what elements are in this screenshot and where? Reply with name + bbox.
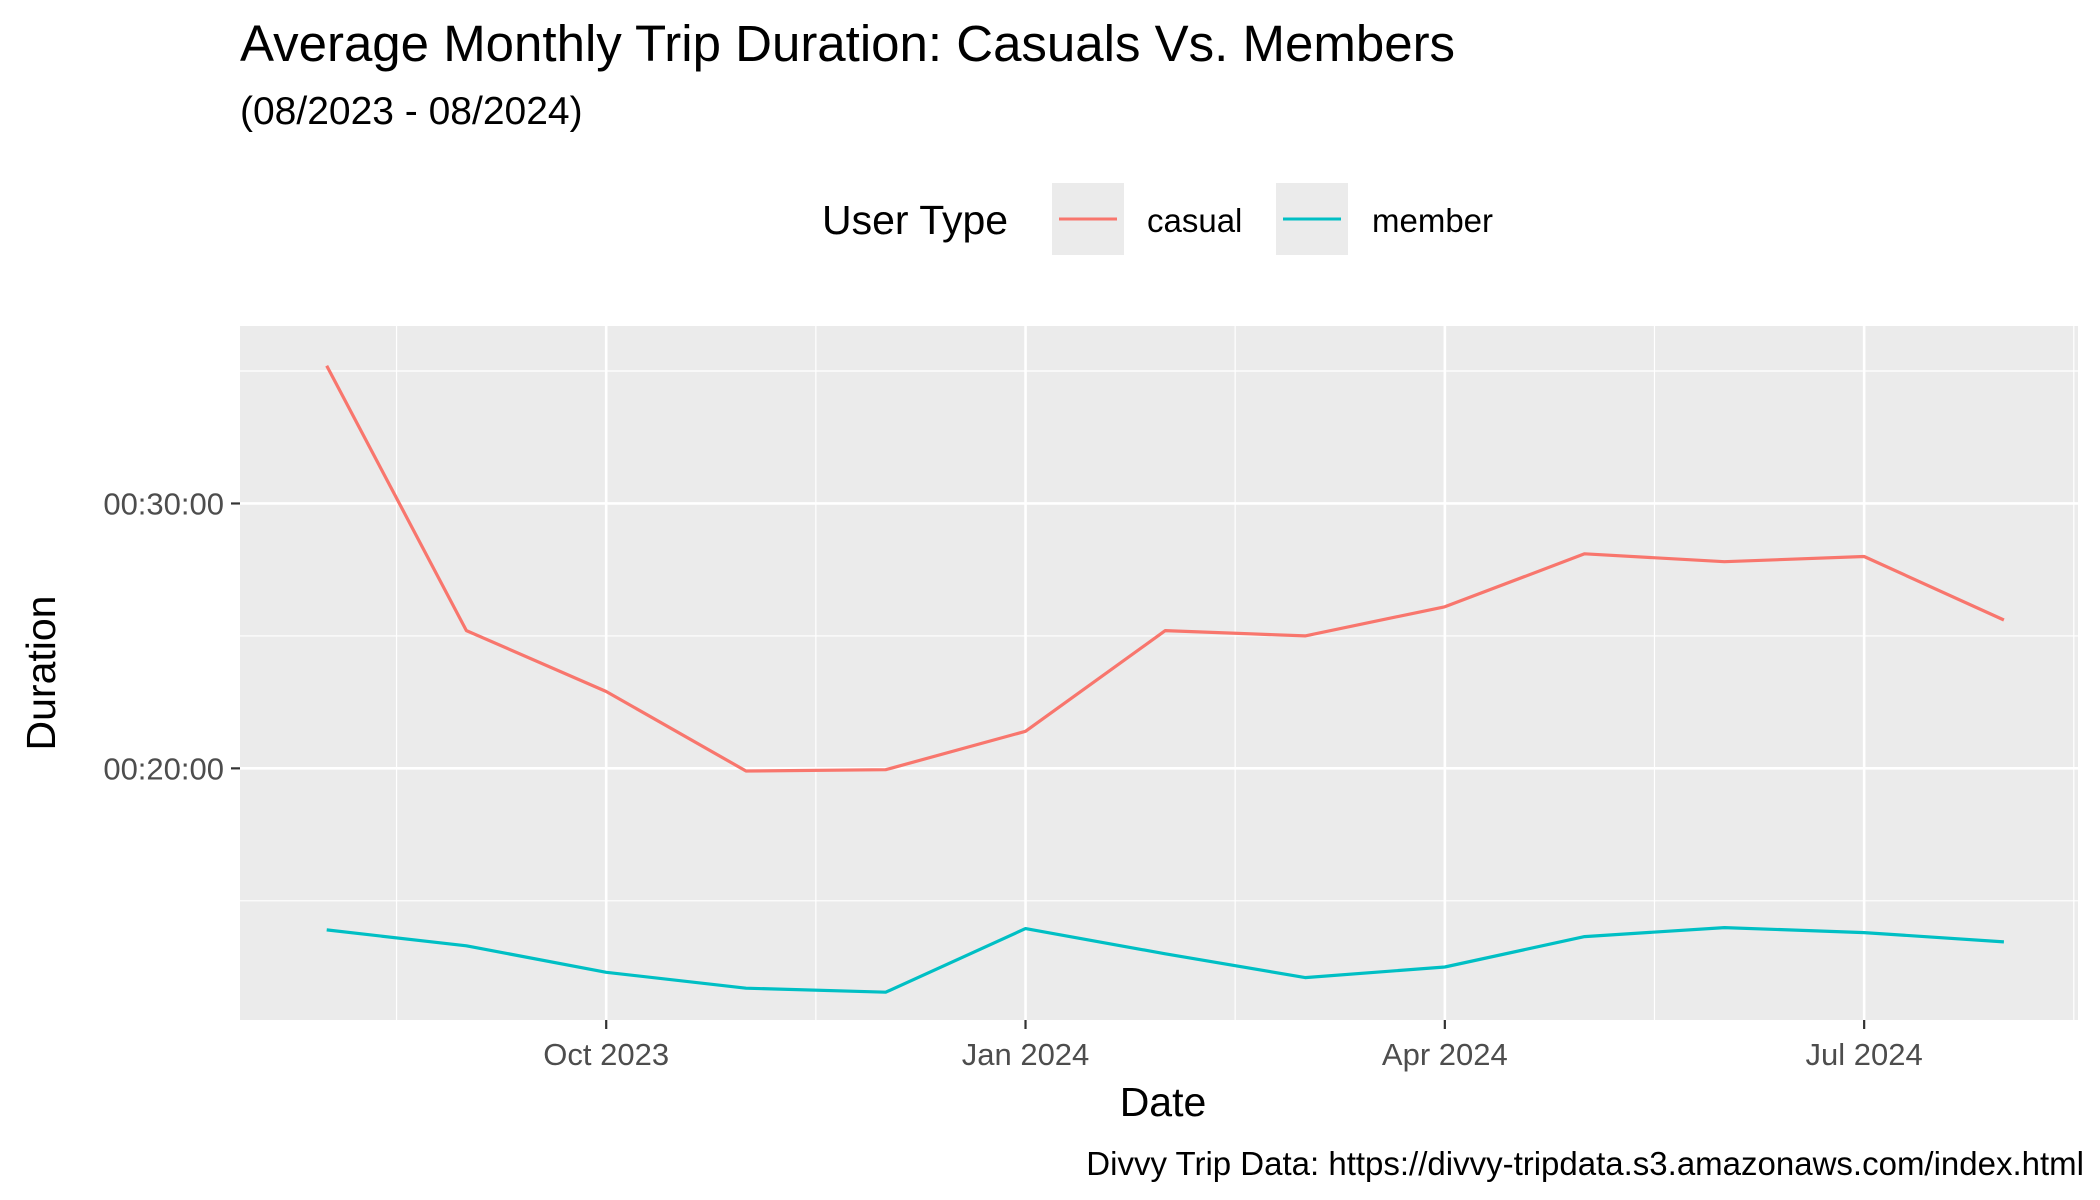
y-axis-label: Duration xyxy=(18,596,64,751)
y-tick-label: 00:20:00 xyxy=(103,751,224,786)
x-tick-label: Jul 2024 xyxy=(1806,1037,1923,1072)
chart-title: Average Monthly Trip Duration: Casuals V… xyxy=(240,15,1456,72)
chart-caption: Divvy Trip Data: https://divvy-tripdata.… xyxy=(1086,1145,2084,1182)
y-tick-label: 00:30:00 xyxy=(103,486,224,521)
x-axis-label: Date xyxy=(1120,1079,1207,1125)
legend-label-casual: casual xyxy=(1147,202,1242,239)
x-tick-label: Apr 2024 xyxy=(1382,1037,1508,1072)
plot-panel xyxy=(240,326,2078,1020)
legend: User Type casual member xyxy=(822,183,1493,255)
x-tick-label: Jan 2024 xyxy=(962,1037,1090,1072)
legend-title: User Type xyxy=(822,197,1008,243)
series-line-casual xyxy=(325,364,2005,773)
series-lines xyxy=(325,364,2005,994)
axes: 00:20:00 00:30:00 Oct 2023 Jan 2024 Apr 2024… xyxy=(103,486,1922,1072)
series-line-member xyxy=(326,925,2005,994)
x-tick-label: Oct 2023 xyxy=(543,1037,669,1072)
grid-major xyxy=(240,326,2078,1020)
chart-subtitle: (08/2023 - 08/2024) xyxy=(240,90,583,133)
legend-label-member: member xyxy=(1372,202,1493,239)
